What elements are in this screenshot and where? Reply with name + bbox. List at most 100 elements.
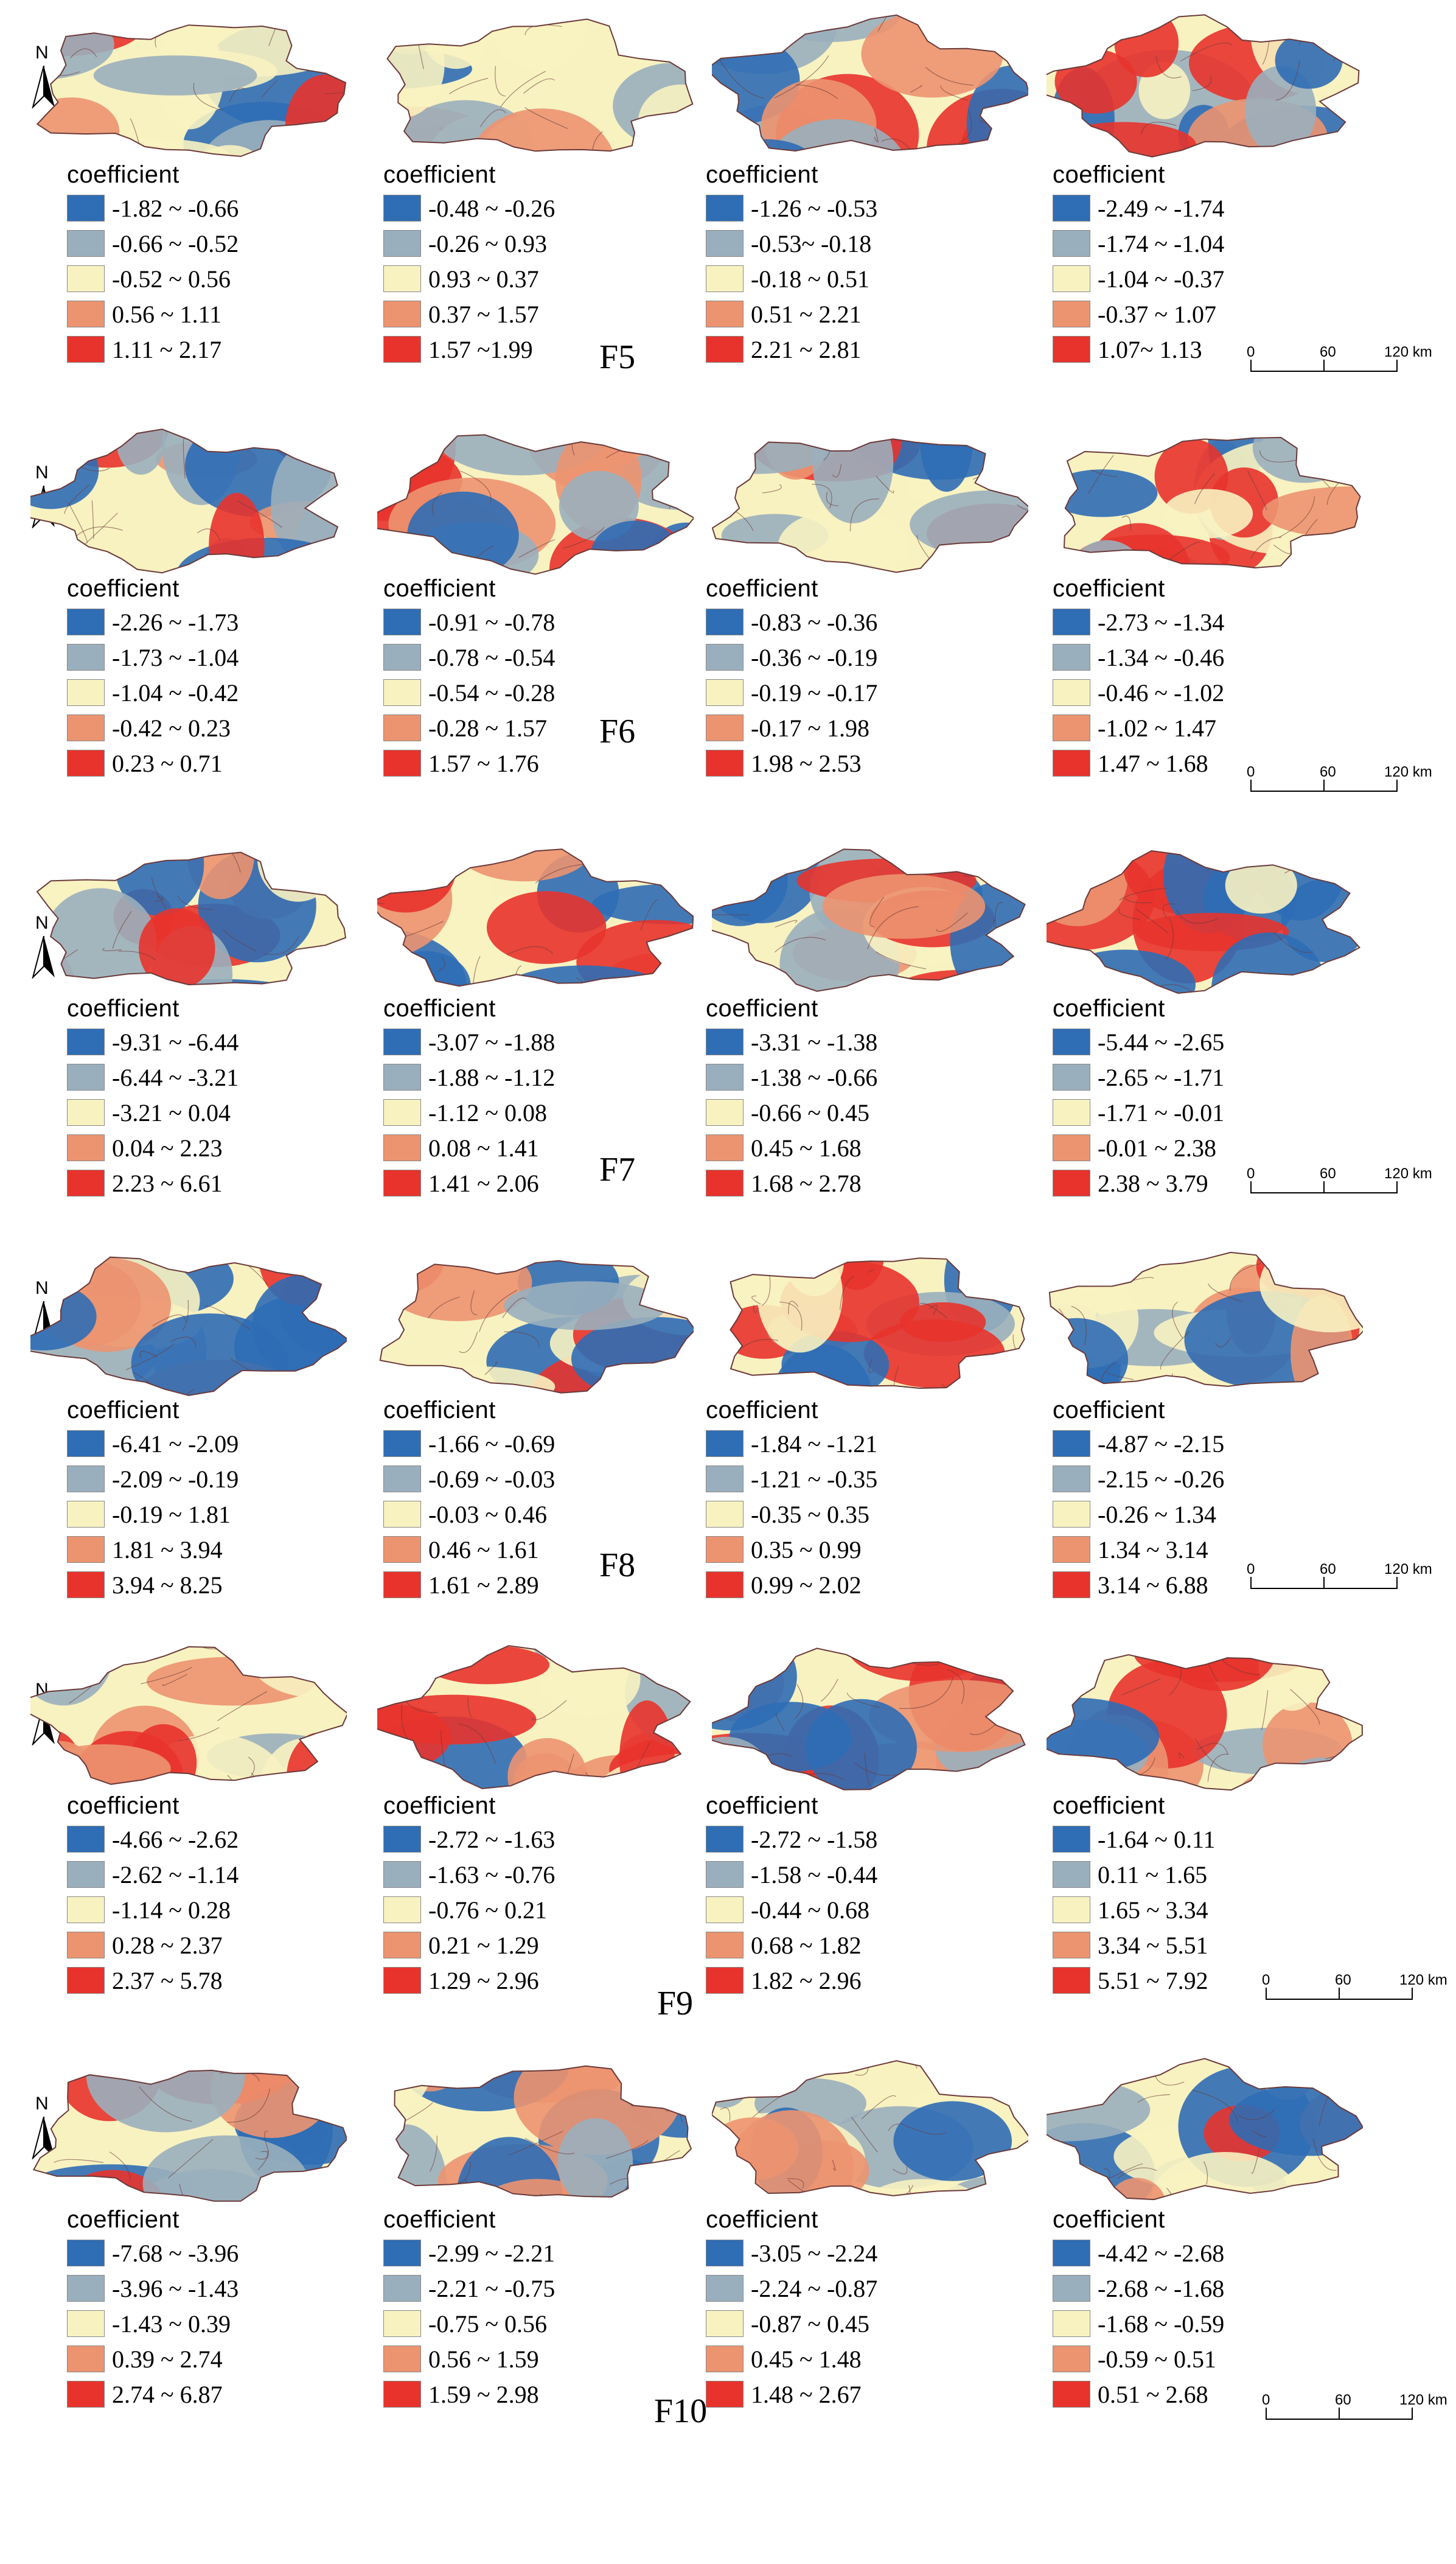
legend-range-label: -0.54 ~ -0.28 xyxy=(428,679,556,707)
map-zone xyxy=(963,540,1017,573)
legend-item: 0.56 ~ 1.59 xyxy=(383,2341,555,2377)
legend-item: 0.23 ~ 0.71 xyxy=(67,746,239,781)
legend-item: 3.14 ~ 6.88 xyxy=(1053,1567,1224,1602)
district-boundary xyxy=(867,906,919,949)
choropleth-map xyxy=(1034,850,1361,994)
district-boundary xyxy=(1106,1371,1134,1380)
district-boundary xyxy=(277,852,325,856)
legend-title: coefficient xyxy=(67,1397,179,1423)
map-legend: coefficient -2.49 ~ -1.74 -1.74 ~ -1.04 -1.… xyxy=(1053,161,1224,367)
scale-label: 120 km xyxy=(1399,1972,1447,1988)
legend-range-label: -0.17 ~ 1.98 xyxy=(751,714,869,742)
legend-swatch xyxy=(1053,2381,1090,2408)
legend-range-label: -5.44 ~ -2.65 xyxy=(1098,1028,1225,1056)
legend-item: -0.48 ~ -0.26 xyxy=(383,190,555,226)
legend-range-label: 1.68 ~ 2.78 xyxy=(751,1169,862,1197)
legend-item: 5.51 ~ 7.92 xyxy=(1053,1963,1215,1998)
legend-item: -7.68 ~ -3.96 xyxy=(67,2235,239,2271)
legend-item: -0.76 ~ 0.21 xyxy=(383,1892,555,1927)
legend-swatch xyxy=(67,1932,105,1958)
legend-swatch xyxy=(1053,1861,1090,1888)
map-legend: coefficient -4.66 ~ -2.62 -2.62 ~ -1.14 -1.… xyxy=(67,1792,239,1998)
district-boundary xyxy=(658,567,681,575)
legend-range-label: -0.48 ~ -0.26 xyxy=(428,194,556,222)
district-boundary xyxy=(1311,15,1345,25)
legend-range-label: -2.15 ~ -0.26 xyxy=(1098,1465,1225,1493)
legend-swatch xyxy=(67,2346,105,2372)
district-boundary xyxy=(139,1350,158,1358)
legend-item: -3.05 ~ -2.24 xyxy=(706,2235,877,2271)
legend-swatch xyxy=(706,301,744,327)
legend-item: -1.43 ~ 0.39 xyxy=(67,2306,239,2341)
legend-swatch xyxy=(383,301,421,327)
legend-item: -1.12 ~ 0.08 xyxy=(383,1095,555,1130)
district-boundary xyxy=(1121,1678,1161,1696)
legend-range-label: 0.39 ~ 2.74 xyxy=(112,2345,223,2373)
district-boundary xyxy=(369,435,393,441)
district-boundary xyxy=(849,498,880,532)
district-boundary xyxy=(717,849,725,867)
legend-range-label: -2.72 ~ -1.58 xyxy=(751,1825,878,1853)
legend-item: 3.34 ~ 5.51 xyxy=(1053,1927,1215,1963)
map-zone xyxy=(557,2118,633,2197)
district-boundary xyxy=(500,71,546,108)
legend-title: coefficient xyxy=(706,1397,818,1423)
legend-title: coefficient xyxy=(706,995,818,1022)
district-boundary xyxy=(197,528,220,540)
legend-item: -0.46 ~ -1.02 xyxy=(1053,675,1224,710)
district-boundary xyxy=(1207,1753,1229,1782)
legend-range-label: 2.74 ~ 6.87 xyxy=(112,2380,223,2408)
legend-swatch xyxy=(383,750,421,777)
legend-swatch xyxy=(1053,1099,1090,1126)
legend-range-label: -3.21 ~ 0.04 xyxy=(112,1099,231,1127)
scale-tick xyxy=(1250,1577,1252,1589)
legend-swatch xyxy=(383,1571,421,1598)
map-zone xyxy=(504,1281,667,1330)
legend-range-label: 1.57 ~ 1.76 xyxy=(428,749,539,777)
legend-swatch xyxy=(383,1896,421,1923)
legend-swatch xyxy=(1053,2346,1090,2372)
legend-swatch xyxy=(67,679,105,706)
district-boundary xyxy=(261,80,277,99)
legend-range-label: 1.29 ~ 2.96 xyxy=(428,1966,539,1994)
district-boundary xyxy=(458,1723,496,1764)
legend-range-label: -2.99 ~ -2.21 xyxy=(428,2239,556,2267)
legend-swatch xyxy=(706,609,744,635)
legend-range-label: -0.37 ~ 1.07 xyxy=(1098,300,1216,328)
district-boundary xyxy=(1008,2061,1019,2063)
district-boundary xyxy=(519,1778,571,1787)
district-boundary xyxy=(969,1723,997,1735)
map-zone xyxy=(487,891,607,964)
legend-swatch xyxy=(383,1430,421,1457)
legend-item: 2.23 ~ 6.61 xyxy=(67,1165,239,1201)
legend-item: 0.45 ~ 1.68 xyxy=(706,1130,877,1165)
district-boundary xyxy=(1342,1257,1353,1284)
district-boundary xyxy=(141,1666,192,1685)
legend-swatch xyxy=(1053,1826,1090,1853)
scale-tick xyxy=(1323,780,1325,792)
district-boundary xyxy=(340,119,346,136)
legend-item: -1.74 ~ -1.04 xyxy=(1053,226,1224,261)
map-zone xyxy=(139,908,215,985)
legend-title: coefficient xyxy=(1053,995,1165,1022)
map-zone xyxy=(592,884,694,924)
map-legend: coefficient -9.31 ~ -6.44 -6.44 ~ -3.21 -3.… xyxy=(67,995,239,1201)
legend-range-label: 0.21 ~ 1.29 xyxy=(428,1931,539,1959)
legend-swatch xyxy=(706,265,744,292)
legend-range-label: 0.56 ~ 1.11 xyxy=(112,300,222,328)
district-boundary xyxy=(437,957,445,972)
map-zone xyxy=(93,55,257,96)
legend-item: -0.26 ~ 0.93 xyxy=(383,226,555,261)
legend-range-label: -1.73 ~ -1.04 xyxy=(112,643,239,671)
district-boundary xyxy=(286,2192,301,2201)
map-legend: coefficient -5.44 ~ -2.65 -2.65 ~ -1.71 -1.… xyxy=(1053,995,1224,1201)
legend-item: -1.04 ~ -0.37 xyxy=(1053,261,1224,296)
district-boundary xyxy=(223,929,257,952)
legend-swatch xyxy=(383,679,421,706)
legend-item: -1.82 ~ -0.66 xyxy=(67,190,239,226)
legend-swatch xyxy=(383,1932,421,1958)
legend-item: -0.01 ~ 2.38 xyxy=(1053,1130,1224,1165)
legend-range-label: 2.21 ~ 2.81 xyxy=(751,335,862,363)
legend-item: -3.07 ~ -1.88 xyxy=(383,1024,555,1060)
north-arrow-icon: N xyxy=(23,43,66,116)
